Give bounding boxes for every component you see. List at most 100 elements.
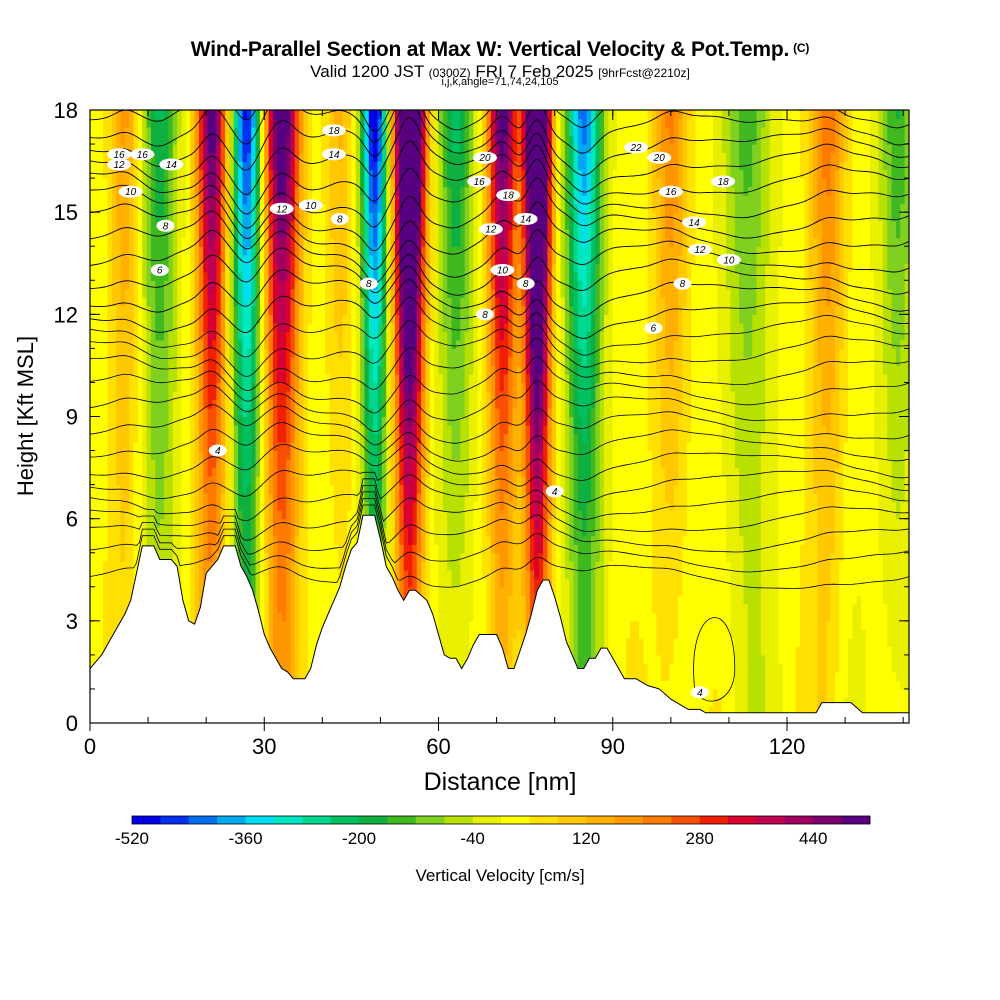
velocity-cell [181,178,187,188]
velocity-cell [286,603,291,613]
velocity-cell [281,178,287,188]
velocity-cell [347,518,352,528]
velocity-cell [242,467,248,477]
velocity-cell [190,229,196,239]
velocity-cell [281,288,287,298]
velocity-cell [137,195,143,205]
velocity-cell [98,356,104,367]
velocity-cell [177,433,183,443]
velocity-cell [103,220,109,230]
velocity-cell [116,612,122,622]
velocity-cell [185,442,191,452]
velocity-cell [98,365,104,375]
velocity-cell [312,399,318,409]
velocity-cell [347,305,352,315]
velocity-cell [281,246,287,256]
velocity-cell [98,450,104,460]
velocity-cell [268,169,274,179]
velocity-cell [255,127,261,137]
velocity-cell [264,595,270,605]
velocity-cell [373,373,379,384]
velocity-cell [172,135,178,145]
velocity-cell [342,527,348,537]
velocity-cell [220,127,226,137]
velocity-cell [181,229,187,239]
velocity-cell [303,280,309,290]
velocity-cell [281,331,287,341]
velocity-cell [229,152,235,162]
velocity-cell [377,169,383,179]
velocity-cell [155,365,161,375]
velocity-cell [194,510,200,520]
velocity-cell [347,237,352,247]
velocity-cell [342,390,348,401]
velocity-cell [203,425,209,435]
velocity-cell [194,476,200,486]
velocity-cell [116,195,122,205]
velocity-cell [316,288,322,298]
velocity-cell [129,569,135,579]
velocity-cell [90,450,95,460]
velocity-cell [368,212,374,222]
velocity-cell [90,110,95,120]
velocity-cell [386,203,392,213]
velocity-cell [381,297,387,307]
velocity-cell [211,195,217,205]
velocity-cell [255,348,261,358]
velocity-cell [203,535,209,545]
velocity-cell [238,467,244,477]
velocity-cell [264,305,270,315]
velocity-cell [268,390,274,401]
velocity-cell [347,382,352,392]
velocity-cell [246,314,252,324]
velocity-cell [268,288,274,298]
velocity-cell [329,501,335,511]
velocity-cell [94,518,100,528]
velocity-cell [150,246,156,256]
velocity-cell [342,467,348,477]
velocity-cell [377,518,383,528]
velocity-cell [98,476,104,486]
velocity-cell [98,467,104,477]
velocity-cell [355,110,361,120]
velocity-cell [290,373,296,384]
velocity-cell [198,416,204,426]
velocity-cell [333,561,339,571]
velocity-cell [190,169,196,179]
velocity-cell [303,263,309,273]
velocity-cell [325,569,331,579]
velocity-cell [155,305,161,315]
velocity-cell [111,314,117,324]
velocity-cell [229,297,235,307]
velocity-cell [325,603,331,613]
velocity-cell [190,118,196,128]
velocity-cell [347,535,352,545]
velocity-cell [142,288,148,298]
velocity-cell [203,195,209,205]
velocity-cell [146,399,152,409]
velocity-cell [368,314,374,324]
velocity-cell [90,612,95,622]
velocity-cell [299,280,305,290]
velocity-cell [103,425,109,435]
velocity-cell [150,459,156,469]
velocity-cell [220,484,226,494]
velocity-cell [90,135,95,145]
velocity-cell [290,569,296,579]
velocity-cell [360,365,366,375]
velocity-cell [155,450,161,460]
velocity-cell [303,535,309,545]
velocity-cell [333,322,339,332]
velocity-cell [164,339,170,349]
velocity-cell [111,178,117,188]
velocity-cell [329,390,335,401]
velocity-cell [320,152,326,162]
velocity-cell [98,442,104,452]
velocity-cell [316,476,322,486]
velocity-cell [211,382,217,392]
velocity-cell [264,348,270,358]
velocity-cell [386,305,392,315]
velocity-cell [377,331,383,341]
velocity-cell [194,382,200,392]
velocity-cell [133,356,139,367]
